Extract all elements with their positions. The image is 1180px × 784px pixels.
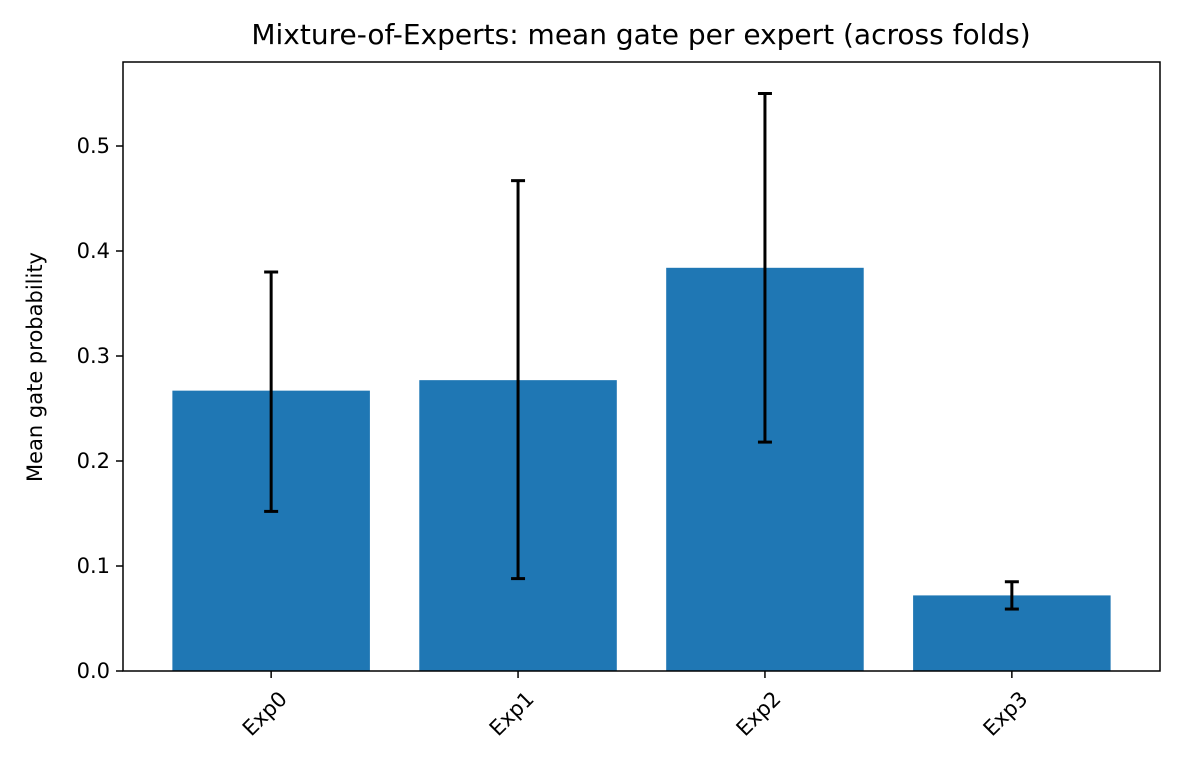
x-tick-label-exp1: Exp1: [485, 687, 539, 741]
y-tick-label: 0.0: [77, 659, 110, 683]
x-tick-label-exp3: Exp3: [979, 687, 1033, 741]
y-tick-label: 0.5: [77, 134, 110, 158]
x-tick-label-exp2: Exp2: [732, 687, 786, 741]
y-tick-label: 0.4: [77, 239, 110, 263]
y-axis: 0.0 0.1 0.2 0.3 0.4 0.5: [77, 134, 123, 683]
y-tick-label: 0.1: [77, 554, 110, 578]
error-bar-exp0: [264, 270, 279, 513]
y-tick-label: 0.2: [77, 449, 110, 473]
x-axis: Exp0 Exp1 Exp2 Exp3: [238, 671, 1033, 741]
x-tick-label-exp0: Exp0: [238, 687, 292, 741]
y-tick-label: 0.3: [77, 344, 110, 368]
error-bar-exp3: [1004, 580, 1019, 611]
error-bar-exp1: [511, 179, 526, 581]
error-bars-layer: [264, 92, 1019, 611]
y-axis-label: Mean gate probability: [23, 252, 47, 482]
bars-layer: [172, 267, 1111, 671]
plot-frame: [122, 61, 1161, 672]
chart-title: Mixture-of-Experts: mean gate per expert…: [251, 18, 1030, 51]
error-bar-exp2: [757, 92, 772, 444]
